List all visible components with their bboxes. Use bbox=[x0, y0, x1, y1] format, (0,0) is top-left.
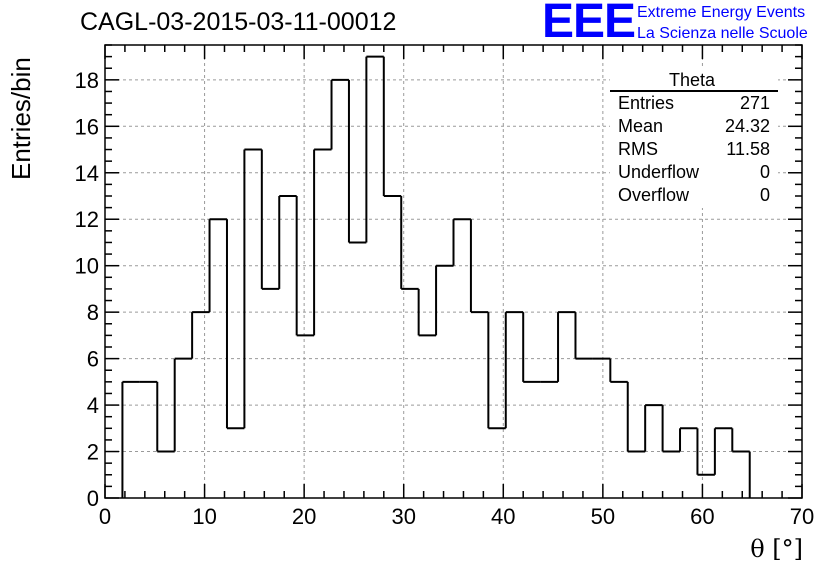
eee-logo: EEE bbox=[542, 0, 636, 48]
x-tick-label: 30 bbox=[391, 504, 415, 529]
stats-value: 271 bbox=[739, 93, 770, 113]
stats-value: 24.32 bbox=[724, 116, 770, 136]
x-tick-label: 40 bbox=[491, 504, 515, 529]
stats-row-entries: Entries 271 bbox=[618, 93, 770, 115]
stats-title: Theta bbox=[668, 70, 716, 90]
x-tick-label: 60 bbox=[690, 504, 714, 529]
plot-frame bbox=[104, 44, 803, 499]
stats-label: RMS bbox=[618, 139, 658, 159]
logo-line-1: Extreme Energy Events bbox=[637, 4, 806, 21]
x-axis-label: θ [°] bbox=[750, 535, 803, 563]
y-tick-label: 0 bbox=[87, 486, 99, 511]
stats-row-rms: RMS 11.58 bbox=[618, 139, 770, 161]
run-title: CAGL-03-2015-03-11-00012 bbox=[80, 8, 397, 36]
y-axis-label: Entries/bin bbox=[6, 57, 36, 180]
y-tick-label: 6 bbox=[87, 347, 99, 372]
tick-labels: 0 10 20 30 40 50 60 70 0 2 4 6 8 10 12 14 16 18 bbox=[75, 68, 815, 529]
axes bbox=[104, 44, 803, 499]
stats-divider bbox=[610, 90, 778, 92]
y-tick-label: 10 bbox=[75, 254, 99, 279]
y-tick-label: 8 bbox=[87, 300, 99, 325]
stats-row-overflow: Overflow 0 bbox=[618, 185, 770, 207]
y-tick-label: 2 bbox=[87, 440, 99, 465]
stats-label: Underflow bbox=[618, 162, 700, 182]
histogram-bins bbox=[121, 55, 751, 498]
stats-row-mean: Mean 24.32 bbox=[618, 116, 770, 138]
stats-label: Entries bbox=[618, 93, 675, 113]
x-tick-label: 0 bbox=[99, 504, 111, 529]
stats-box: Theta Entries 271 Mean 24.32 RMS 11.58 U… bbox=[610, 68, 778, 208]
x-tick-label: 20 bbox=[292, 504, 316, 529]
stats-label: Overflow bbox=[618, 185, 690, 205]
eee-logo-text: EEE bbox=[542, 0, 636, 48]
stats-value: 0 bbox=[759, 185, 770, 205]
y-tick-label: 14 bbox=[75, 161, 99, 186]
x-tick-label: 50 bbox=[591, 504, 615, 529]
y-tick-label: 18 bbox=[75, 68, 99, 93]
stats-value: 0 bbox=[759, 162, 770, 182]
stats-label: Mean bbox=[618, 116, 664, 136]
y-tick-label: 4 bbox=[87, 393, 99, 418]
x-tick-label: 70 bbox=[790, 504, 814, 529]
logo-line-2: La Scienza nelle Scuole bbox=[637, 25, 808, 42]
y-tick-label: 16 bbox=[75, 114, 99, 139]
x-tick-label: 10 bbox=[192, 504, 216, 529]
stats-value: 11.58 bbox=[726, 139, 770, 159]
stats-row-underflow: Underflow 0 bbox=[618, 162, 770, 184]
y-tick-label: 12 bbox=[75, 207, 99, 232]
